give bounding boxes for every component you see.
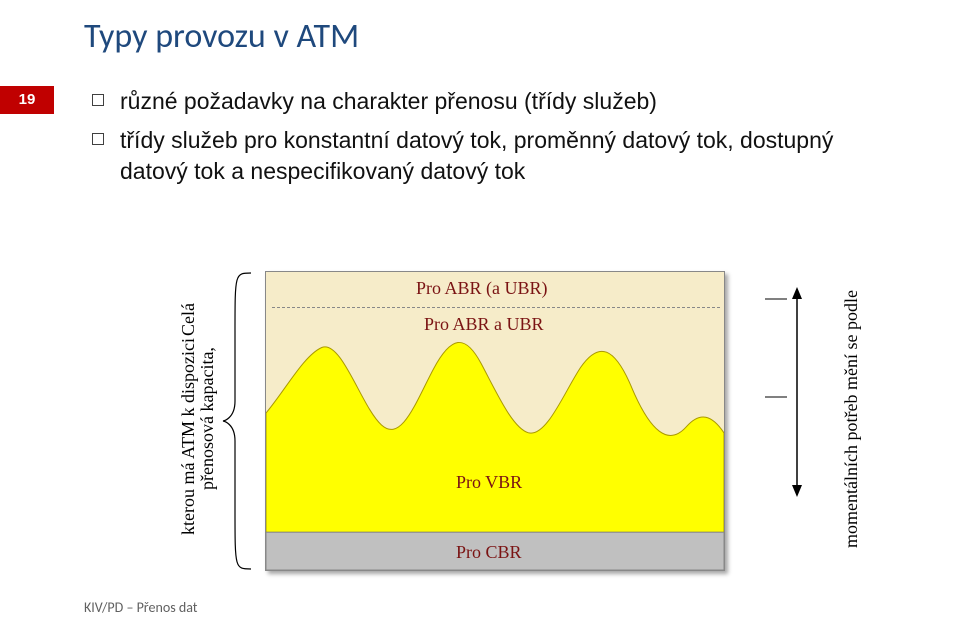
atm-capacity-chart: Pro ABR (a UBR) Pro ABR a UBR Pro VBR Pr… — [265, 271, 725, 571]
slide-title: Typy provozu v ATM — [84, 16, 359, 57]
curly-brace-icon — [221, 271, 255, 571]
bullet-list: různé požadavky na charakter přenosu (tř… — [92, 86, 880, 195]
bullet-marker-icon — [92, 133, 104, 145]
label-abr-a-ubr: Pro ABR a UBR — [424, 314, 544, 335]
page-number-badge: 19 — [0, 86, 54, 114]
capacity-diagram: kterou má ATM k dispozici Celá přenosová… — [185, 235, 865, 575]
vertical-range-arrow-icon — [765, 287, 809, 502]
bullet-item: třídy služeb pro konstantní datový tok, … — [92, 125, 880, 187]
bullet-marker-icon — [92, 94, 104, 106]
bullet-text: různé požadavky na charakter přenosu (tř… — [120, 86, 657, 117]
right-axis-label-line1: mění se podle — [841, 290, 861, 390]
left-axis-label-line2: kterou má ATM k dispozici — [178, 338, 198, 535]
label-cbr: Pro CBR — [456, 542, 522, 563]
slide-footer: KIV/PD – Přenos dat — [84, 599, 197, 616]
label-abr-u-ubr: Pro ABR (a UBR) — [416, 278, 548, 299]
right-axis-label: momentálních potřeb mění se podle — [842, 269, 867, 569]
vbr-area — [266, 342, 724, 532]
bullet-item: různé požadavky na charakter přenosu (tř… — [92, 86, 880, 117]
right-axis-label-line2: momentálních potřeb — [841, 395, 861, 548]
left-axis-label: kterou má ATM k dispozici Celá přenosová… — [179, 269, 204, 569]
label-vbr: Pro VBR — [456, 472, 522, 493]
bullet-text: třídy služeb pro konstantní datový tok, … — [120, 125, 880, 187]
abr-ubr-dashed-line — [272, 307, 720, 308]
